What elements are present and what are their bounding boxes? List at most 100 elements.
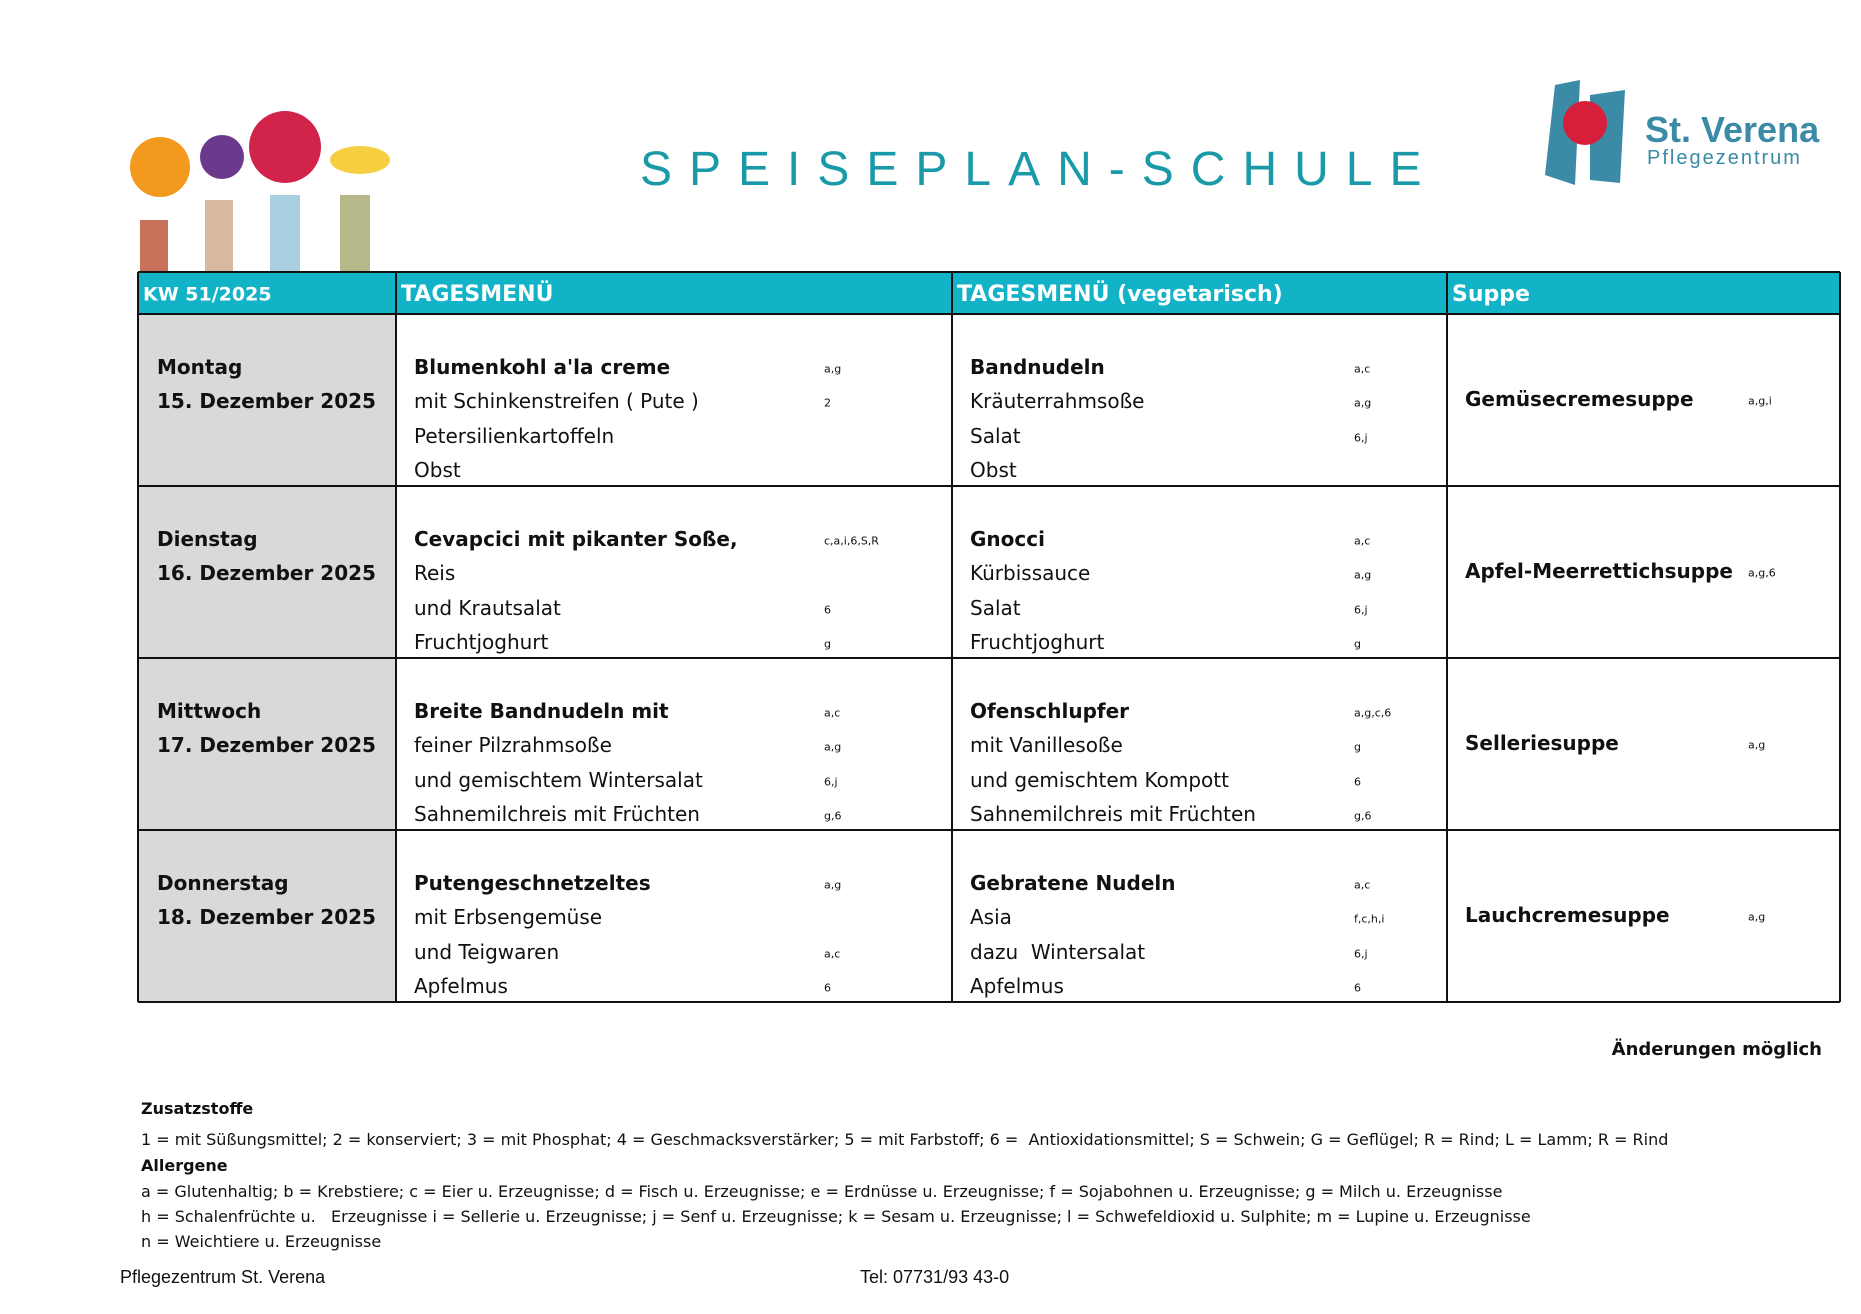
allergen-code: a,g,c,6 xyxy=(1354,706,1392,720)
menu-item: Kürbissauce xyxy=(970,561,1091,586)
menu-item: Fruchtjoghurt xyxy=(414,630,549,655)
menu-item: Gebratene Nudeln xyxy=(970,871,1176,895)
menu-item: und Teigwaren xyxy=(414,939,560,964)
fruit-illustration xyxy=(130,111,390,275)
column-header: TAGESMENÜ (vegetarisch) xyxy=(957,282,1283,307)
menu-item: Bandnudeln xyxy=(970,355,1105,379)
allergen-code: a,g xyxy=(824,741,842,755)
menu-item: Ofenschlupfer xyxy=(970,699,1130,723)
menu-item: Salat xyxy=(970,423,1021,448)
menu-item: Gnocci xyxy=(970,527,1045,551)
menu-item: mit Erbsengemüse xyxy=(414,905,603,930)
allergen-code: 6,j xyxy=(824,775,838,789)
allergen-code: g xyxy=(824,637,831,651)
allergen-code: a,g xyxy=(1354,397,1372,411)
date: 16. Dezember 2025 xyxy=(157,561,376,585)
menu-item: Fruchtjoghurt xyxy=(970,630,1105,655)
allergen-code: a,g,6 xyxy=(1748,566,1776,580)
footer-name: Pflegezentrum St. Verena xyxy=(120,1267,326,1287)
grid-line xyxy=(138,313,1840,315)
allergen-code: 6 xyxy=(1354,775,1361,789)
menu-item: Obst xyxy=(414,458,461,483)
allergen-code: a,g xyxy=(1748,910,1766,924)
allergen-code: a,c xyxy=(1354,362,1371,376)
soup: Lauchcremesuppe xyxy=(1465,903,1670,927)
grid-line xyxy=(138,1001,1840,1003)
menu-item: Sahnemilchreis mit Früchten xyxy=(414,802,700,827)
column-header: TAGESMENÜ xyxy=(401,282,554,307)
day-cell-bg xyxy=(138,314,396,486)
logo-name: St. Verena xyxy=(1645,109,1820,150)
allergen-code: f,c,h,i xyxy=(1354,913,1385,927)
menu-item: Petersilienkartoffeln xyxy=(414,423,615,448)
grid-line xyxy=(138,271,1840,273)
logo-subtitle: Pflegezentrum xyxy=(1647,147,1802,169)
menu-item: Sahnemilchreis mit Früchten xyxy=(970,802,1256,827)
date: 15. Dezember 2025 xyxy=(157,389,376,413)
allergen-code: 6 xyxy=(824,603,831,617)
day-cell-bg xyxy=(138,486,396,658)
menu-item: Obst xyxy=(970,458,1017,483)
date: 17. Dezember 2025 xyxy=(157,733,376,757)
allergen-code: g xyxy=(1354,741,1361,755)
day: Dienstag xyxy=(157,527,258,551)
grid-line xyxy=(138,657,1840,659)
allergen-code: a,g xyxy=(1354,569,1372,583)
column-header: KW 51/2025 xyxy=(143,283,272,306)
allergen-code: 6,j xyxy=(1354,947,1368,961)
allergen-code: g,6 xyxy=(824,809,842,823)
grid-line xyxy=(395,272,397,1002)
allergen-code: 6 xyxy=(1354,981,1361,995)
allergen-code: a,c xyxy=(824,947,841,961)
allergen-code: g,6 xyxy=(1354,809,1372,823)
notes-title: Allergene xyxy=(141,1156,228,1175)
menu-item: Reis xyxy=(414,561,456,586)
notes-text: a = Glutenhaltig; b = Krebstiere; c = Ei… xyxy=(141,1182,1503,1201)
notice: Änderungen möglich xyxy=(1611,1039,1822,1060)
menu-item: Apfelmus xyxy=(970,974,1064,999)
allergen-code: 6,j xyxy=(1354,431,1368,445)
notes-title: Zusatzstoffe xyxy=(141,1099,254,1118)
grid-line xyxy=(951,272,953,1002)
notes-text: 1 = mit Süßungsmittel; 2 = konserviert; … xyxy=(141,1130,1669,1149)
menu-item: und Krautsalat xyxy=(414,595,561,620)
day: Montag xyxy=(157,355,243,379)
grid-line xyxy=(137,272,139,1002)
menu-item: und gemischtem Kompott xyxy=(970,767,1229,792)
grid-line xyxy=(1446,272,1448,1002)
day-cell-bg xyxy=(138,658,396,830)
date: 18. Dezember 2025 xyxy=(157,905,376,929)
allergen-code: a,c xyxy=(824,706,841,720)
menu-item: Cevapcici mit pikanter Soße, xyxy=(414,527,738,551)
grid-line xyxy=(138,829,1840,831)
day-cell-bg xyxy=(138,830,396,1002)
column-header: Suppe xyxy=(1452,282,1530,307)
footer-phone: Tel: 07731/93 43-0 xyxy=(860,1267,1010,1287)
allergen-code: 2 xyxy=(824,397,831,411)
menu-item: Kräuterrahmsoße xyxy=(970,389,1145,414)
soup: Gemüsecremesuppe xyxy=(1465,387,1694,411)
grid-line xyxy=(138,485,1840,487)
header-bg xyxy=(138,272,1840,314)
allergen-code: 6,j xyxy=(1354,603,1368,617)
allergen-code: c,a,i,6,S,R xyxy=(824,534,879,548)
menu-item: Breite Bandnudeln mit xyxy=(414,699,669,723)
allergen-code: a,g,i xyxy=(1748,394,1772,408)
logo-mark xyxy=(1545,80,1625,185)
allergen-code: a,g xyxy=(1748,738,1766,752)
allergen-code: a,c xyxy=(1354,878,1371,892)
menu-item: mit Schinkenstreifen ( Pute ) xyxy=(414,389,699,414)
notes-text: n = Weichtiere u. Erzeugnisse xyxy=(141,1232,382,1251)
notes-text: h = Schalenfrüchte u. Erzeugnisse i = Se… xyxy=(141,1207,1531,1226)
allergen-code: 6 xyxy=(824,981,831,995)
soup: Apfel-Meerrettichsuppe xyxy=(1465,559,1733,583)
title: SPEISEPLAN-SCHULE xyxy=(640,143,1439,196)
allergen-code: a,c xyxy=(1354,534,1371,548)
menu-item: mit Vanillesoße xyxy=(970,733,1123,758)
day: Donnerstag xyxy=(157,871,289,895)
soup: Selleriesuppe xyxy=(1465,731,1619,755)
allergen-code: g xyxy=(1354,637,1361,651)
grid-line xyxy=(1839,272,1841,1002)
menu-item: Salat xyxy=(970,595,1021,620)
